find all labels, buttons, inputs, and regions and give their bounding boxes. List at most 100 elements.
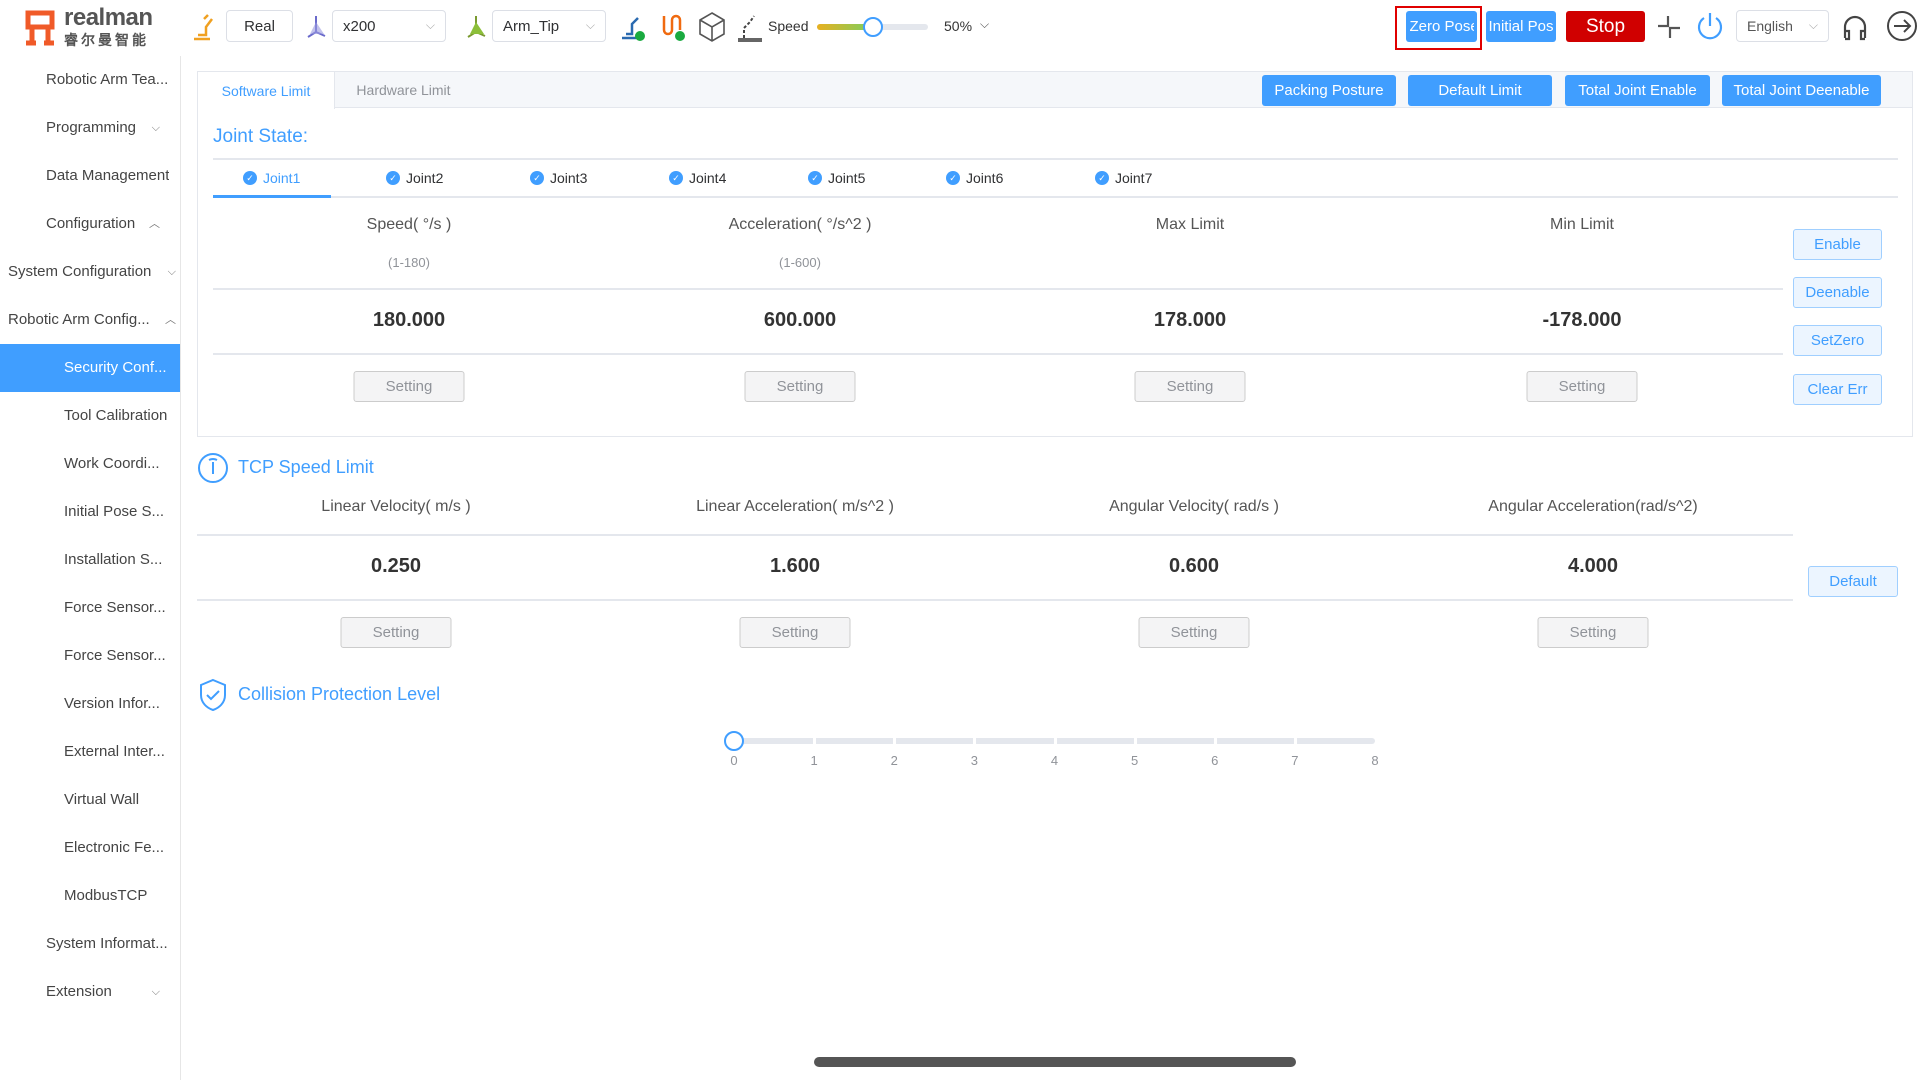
chevron-down-icon[interactable]: ⌵ bbox=[980, 17, 990, 31]
power-icon[interactable] bbox=[1695, 10, 1725, 42]
speed-slider[interactable] bbox=[817, 17, 928, 37]
joint-tab-7[interactable]: ✓ Joint7 bbox=[1095, 170, 1152, 186]
setting-button[interactable]: Setting bbox=[1138, 617, 1250, 648]
setting-button[interactable]: Setting bbox=[739, 617, 851, 648]
clear-err-button[interactable]: Clear Err bbox=[1793, 374, 1882, 405]
sidebar-item-robotic-arm-config[interactable]: Robotic Arm Config... ︿ bbox=[0, 296, 180, 344]
initial-pos-button[interactable]: Initial Pos bbox=[1486, 11, 1556, 42]
joint-tab-2[interactable]: ✓ Joint2 bbox=[386, 170, 443, 186]
sidebar-item-label: Force Sensor... bbox=[64, 647, 166, 664]
language-select[interactable]: English ⌵ bbox=[1736, 10, 1829, 42]
sidebar-item-external-inter[interactable]: External Inter... bbox=[0, 728, 180, 776]
sidebar-item-label: System Configuration bbox=[8, 263, 152, 280]
coordinate-select[interactable]: x200 ⌵ bbox=[332, 10, 446, 42]
sidebar-item-programming[interactable]: Programming ⌵ bbox=[0, 104, 180, 152]
setting-button[interactable]: Setting bbox=[340, 617, 452, 648]
setting-button[interactable]: Setting bbox=[1526, 371, 1638, 402]
setting-button[interactable]: Setting bbox=[744, 371, 856, 402]
joint-tab-6[interactable]: ✓ Joint6 bbox=[946, 170, 1003, 186]
grid-icon bbox=[17, 982, 37, 1002]
setting-button[interactable]: Setting bbox=[353, 371, 465, 402]
zero-pose-label: Zero Pose bbox=[1409, 18, 1474, 35]
joint-tab-3[interactable]: ✓ Joint3 bbox=[530, 170, 587, 186]
collision-slider-thumb[interactable] bbox=[724, 731, 744, 751]
packing-posture-button[interactable]: Packing Posture bbox=[1262, 75, 1396, 106]
column-value: 600.000 bbox=[763, 309, 837, 331]
slider-stop bbox=[1133, 738, 1137, 744]
joint-tabs-divider bbox=[213, 196, 1898, 198]
sidebar-item-electronic-fe[interactable]: Electronic Fe... bbox=[0, 824, 180, 872]
button-label: Setting bbox=[1558, 378, 1606, 395]
tcp-default-button[interactable]: Default bbox=[1808, 566, 1898, 597]
gear-icon bbox=[17, 214, 37, 234]
collapse-icon[interactable] bbox=[1656, 14, 1682, 40]
sidebar-item-label: Security Conf... bbox=[64, 359, 167, 376]
total-joint-deenable-button[interactable]: Total Joint Deenable bbox=[1722, 75, 1881, 106]
connection-status-icon[interactable] bbox=[658, 12, 686, 42]
slider-tick-label: 1 bbox=[810, 753, 818, 768]
total-joint-enable-button[interactable]: Total Joint Enable bbox=[1565, 75, 1710, 106]
enable-button[interactable]: Enable bbox=[1793, 229, 1882, 260]
joint-state-title: Joint State: bbox=[213, 126, 309, 147]
sidebar-item-data-management[interactable]: Data Management bbox=[0, 152, 180, 200]
world-frame-icon bbox=[307, 16, 326, 38]
sidebar-item-tool-calibration[interactable]: Tool Calibration bbox=[0, 392, 180, 440]
column-header: Min Limit bbox=[1549, 216, 1615, 233]
setting-button[interactable]: Setting bbox=[1537, 617, 1649, 648]
collision-level-slider[interactable] bbox=[724, 731, 1375, 751]
slider-tick-label: 8 bbox=[1371, 753, 1379, 768]
sidebar-item-force-sensor[interactable]: Force Sensor... bbox=[0, 584, 180, 632]
button-label: Setting bbox=[1166, 378, 1214, 395]
sidebar-item-system-configuration[interactable]: System Configuration ⌵ bbox=[0, 248, 180, 296]
sidebar-item-robotic-arm-tea[interactable]: Robotic Arm Tea... bbox=[0, 56, 180, 104]
chevron-down-icon: ⌵ bbox=[151, 986, 160, 998]
setzero-button[interactable]: SetZero bbox=[1793, 325, 1882, 356]
tab-software-limit[interactable]: Software Limit bbox=[198, 72, 335, 109]
sidebar-item-version-infor[interactable]: Version Infor... bbox=[0, 680, 180, 728]
sidebar-item-label: Virtual Wall bbox=[64, 791, 140, 808]
sidebar-item-label: Robotic Arm Config... bbox=[8, 311, 150, 328]
slider-tick-label: 4 bbox=[1050, 753, 1059, 768]
arm-status-icon[interactable] bbox=[618, 12, 646, 42]
teach-arm-icon[interactable] bbox=[190, 13, 214, 43]
tab-hardware-limit[interactable]: Hardware Limit bbox=[335, 72, 472, 108]
sidebar-item-extension[interactable]: Extension ⌵ bbox=[0, 968, 180, 1016]
sidebar-item-system-informat[interactable]: System Informat... bbox=[0, 920, 180, 968]
horizontal-scrollbar[interactable] bbox=[814, 1057, 1296, 1067]
headphones-icon[interactable] bbox=[1840, 12, 1870, 42]
speed-percent[interactable]: 50% bbox=[944, 18, 973, 34]
joint-tab-4[interactable]: ✓ Joint4 bbox=[669, 170, 726, 186]
sidebar-item-modbustcp[interactable]: ModbusTCP bbox=[0, 872, 180, 920]
sidebar-item-security-conf[interactable]: Security Conf... bbox=[0, 344, 180, 392]
chevron-down-icon: ⌵ bbox=[151, 122, 160, 134]
speed-label: Speed bbox=[768, 18, 809, 34]
sidebar-item-configuration[interactable]: Configuration ︿ bbox=[0, 200, 180, 248]
column-value: -178.000 bbox=[1542, 309, 1622, 331]
mode-select[interactable]: Real bbox=[226, 10, 293, 42]
joint-tab-1[interactable]: ✓ Joint1 bbox=[243, 170, 300, 186]
joint-tab-5[interactable]: ✓ Joint5 bbox=[808, 170, 865, 186]
default-limit-button[interactable]: Default Limit bbox=[1408, 75, 1552, 106]
logo-text: realman bbox=[64, 4, 153, 31]
speed-slider-thumb[interactable] bbox=[862, 17, 883, 37]
tool-select[interactable]: Arm_Tip ⌵ bbox=[492, 10, 606, 42]
logout-icon[interactable] bbox=[1886, 10, 1918, 42]
button-label: Deenable bbox=[1805, 284, 1870, 301]
speedometer-icon bbox=[198, 453, 228, 483]
sidebar-item-work-coordi[interactable]: Work Coordi... bbox=[0, 440, 180, 488]
sidebar-item-force-sensor[interactable]: Force Sensor... bbox=[0, 632, 180, 680]
setting-button[interactable]: Setting bbox=[1134, 371, 1246, 402]
sidebar-item-label: Electronic Fe... bbox=[64, 839, 165, 856]
tcp-column-value: 4.000 bbox=[1567, 555, 1619, 577]
joint-label: Joint2 bbox=[406, 170, 444, 186]
sidebar-item-initial-pose-s[interactable]: Initial Pose S... bbox=[0, 488, 180, 536]
zero-pose-button[interactable]: Zero Pose bbox=[1406, 11, 1477, 42]
stop-button[interactable]: Stop bbox=[1566, 11, 1645, 42]
sidebar-item-installation-s[interactable]: Installation S... bbox=[0, 536, 180, 584]
sidebar: Robotic Arm Tea... Programming ⌵ Data Manag… bbox=[0, 56, 181, 1080]
sidebar-item-virtual-wall[interactable]: Virtual Wall bbox=[0, 776, 180, 824]
column-range: (1-600) bbox=[779, 255, 821, 270]
database-icon bbox=[17, 166, 37, 186]
deenable-button[interactable]: Deenable bbox=[1793, 277, 1882, 308]
cube-icon[interactable] bbox=[697, 11, 727, 43]
